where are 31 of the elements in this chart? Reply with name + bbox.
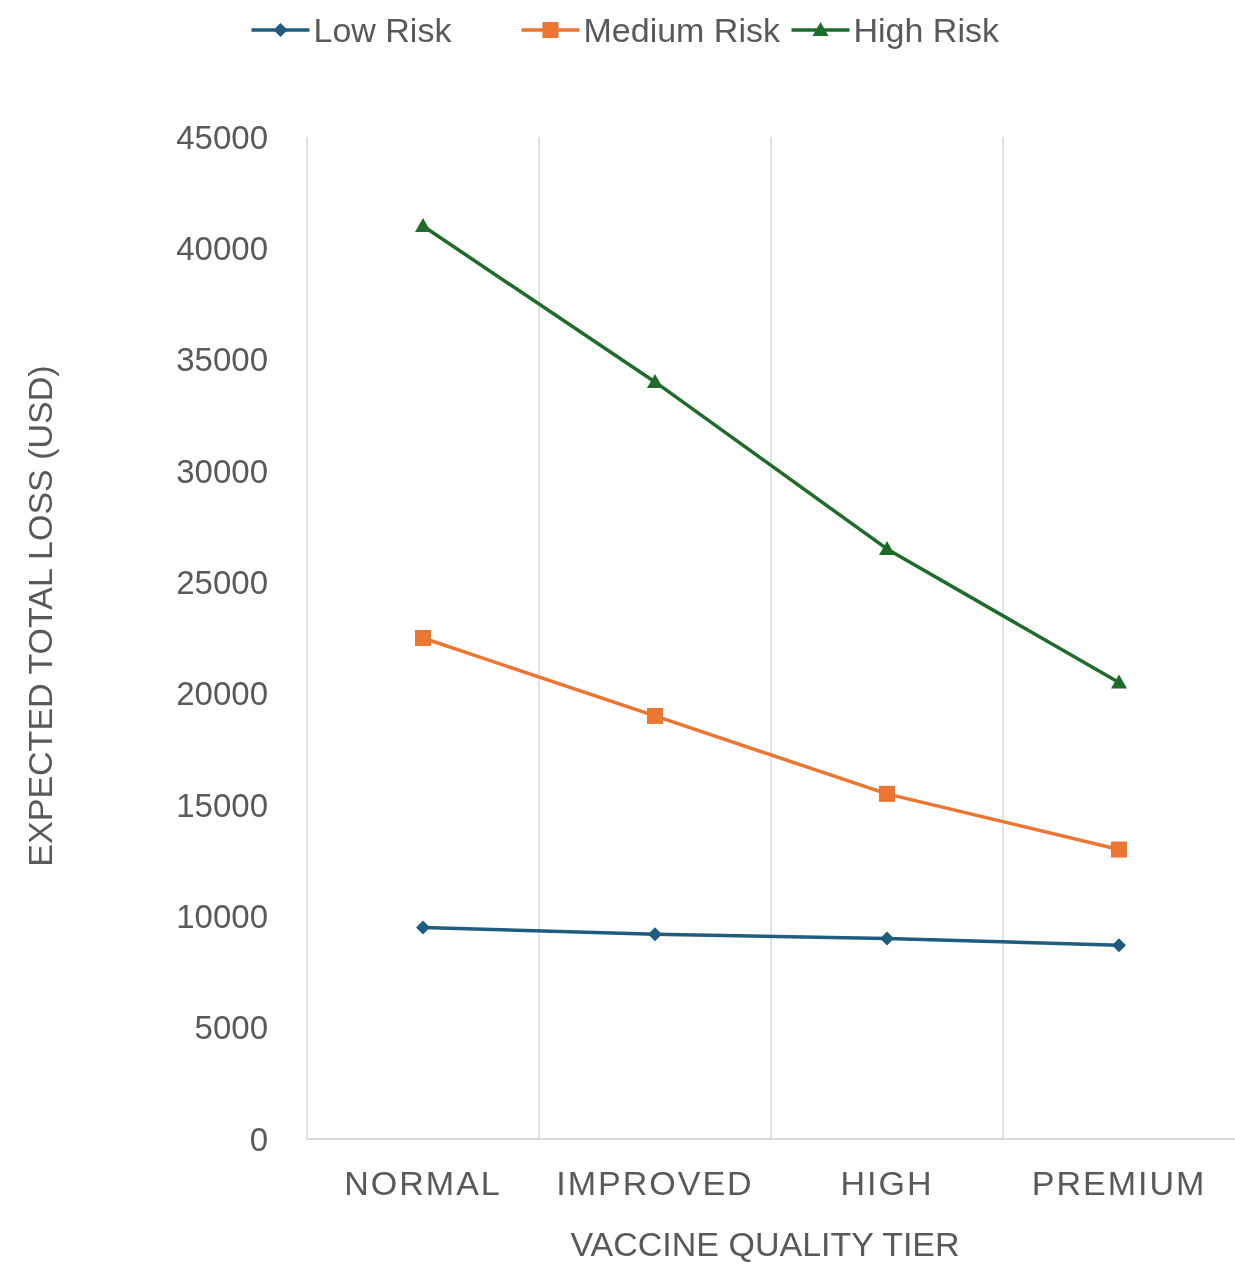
y-tick-label: 35000 bbox=[176, 341, 268, 379]
y-tick-label: 25000 bbox=[176, 563, 268, 601]
point bbox=[647, 373, 663, 388]
y-tick-label: 15000 bbox=[176, 786, 268, 824]
point bbox=[1111, 841, 1127, 858]
y-tick-label: 0 bbox=[249, 1120, 268, 1158]
point bbox=[415, 218, 431, 233]
point bbox=[1112, 938, 1126, 953]
y-tick-label: 30000 bbox=[176, 452, 268, 490]
point bbox=[647, 707, 663, 724]
x-axis-title: VACCINE QUALITY TIER bbox=[570, 1225, 960, 1263]
x-tick-label: IMPROVED bbox=[556, 1164, 754, 1202]
point bbox=[416, 920, 430, 935]
legend-label: Low Risk bbox=[313, 10, 453, 49]
point bbox=[880, 931, 894, 946]
y-tick-label: 20000 bbox=[176, 675, 268, 713]
point bbox=[879, 540, 895, 555]
y-tick-label: 5000 bbox=[194, 1009, 268, 1047]
point bbox=[648, 927, 662, 942]
x-tick-label: HIGH bbox=[840, 1164, 934, 1202]
y-tick-label: 10000 bbox=[176, 897, 268, 935]
legend-label: High Risk bbox=[853, 10, 1000, 49]
point bbox=[415, 630, 431, 646]
point bbox=[879, 785, 895, 802]
x-tick-label: PREMIUM bbox=[1031, 1164, 1207, 1202]
point bbox=[1111, 674, 1127, 689]
x-tick-label: NORMAL bbox=[344, 1164, 502, 1202]
y-tick-label: 45000 bbox=[176, 118, 268, 156]
legend-label: Medium Risk bbox=[583, 10, 781, 49]
y-axis-title: EXPECTED TOTAL LOSS (USD) bbox=[21, 365, 59, 867]
y-tick-label: 40000 bbox=[176, 229, 268, 267]
